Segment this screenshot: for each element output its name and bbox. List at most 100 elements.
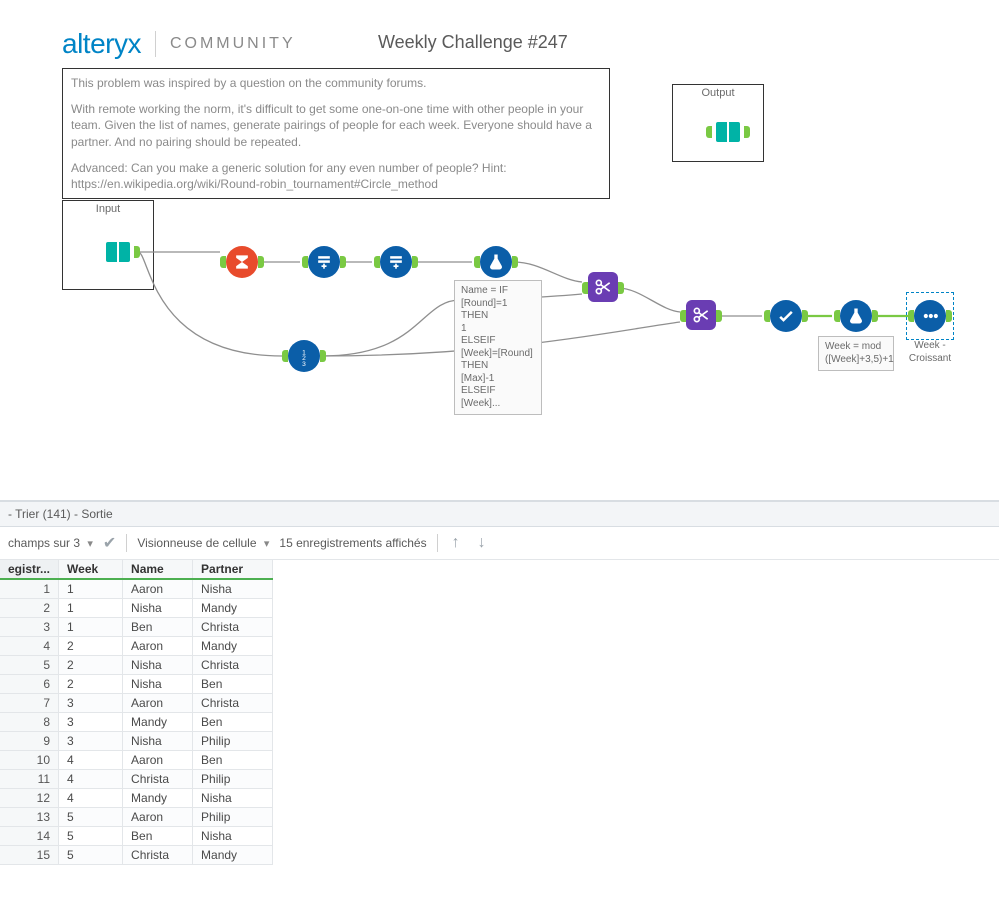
table-cell: Ben	[193, 751, 273, 770]
table-cell: Nisha	[193, 789, 273, 808]
text-input-tool[interactable]	[102, 236, 134, 268]
table-cell: Nisha	[123, 732, 193, 751]
flask-icon	[486, 252, 506, 272]
scissors-icon	[593, 277, 613, 297]
table-cell: Aaron	[123, 694, 193, 713]
column-header[interactable]: Partner	[193, 560, 273, 579]
column-header[interactable]: Week	[59, 560, 123, 579]
table-cell: Christa	[123, 770, 193, 789]
column-header[interactable]: Name	[123, 560, 193, 579]
results-toolbar: champs sur 3 ▾ ✔ Visionneuse de cellule …	[0, 527, 999, 560]
scissors-icon	[691, 305, 711, 325]
table-cell: Aaron	[123, 751, 193, 770]
table-row[interactable]: 11AaronNisha	[0, 579, 273, 599]
table-row[interactable]: 21NishaMandy	[0, 599, 273, 618]
table-cell: Mandy	[193, 846, 273, 865]
up-arrow-button[interactable]: ↑	[448, 534, 464, 552]
cell-viewer-dropdown[interactable]: Visionneuse de cellule ▾	[137, 536, 269, 550]
brand-subtitle: COMMUNITY	[170, 35, 296, 53]
table-cell: 1	[59, 579, 123, 599]
table-cell: Christa	[193, 694, 273, 713]
sort-annotation: Week - Croissant	[900, 340, 960, 365]
table-cell: Philip	[193, 770, 273, 789]
table-cell: 2	[59, 637, 123, 656]
table-row[interactable]: 155ChristaMandy	[0, 846, 273, 865]
append-fields-tool[interactable]	[308, 246, 340, 278]
table-row[interactable]: 52NishaChrista	[0, 656, 273, 675]
table-cell: 1	[0, 579, 59, 599]
table-cell: 4	[59, 789, 123, 808]
append-fields-tool-2[interactable]	[380, 246, 412, 278]
formula-annotation-2: Week = mod ([Week]+3,5)+1	[818, 336, 894, 371]
table-cell: 8	[0, 713, 59, 732]
table-row[interactable]: 124MandyNisha	[0, 789, 273, 808]
record-id-tool[interactable]: 123	[288, 340, 320, 372]
join-tool[interactable]	[588, 272, 618, 302]
description-box: This problem was inspired by a question …	[62, 68, 610, 199]
table-cell: 10	[0, 751, 59, 770]
table-row[interactable]: 145BenNisha	[0, 827, 273, 846]
table-cell: 9	[0, 732, 59, 751]
column-header[interactable]: egistr...	[0, 560, 59, 579]
table-cell: Aaron	[123, 808, 193, 827]
table-cell: Mandy	[123, 713, 193, 732]
table-row[interactable]: 114ChristaPhilip	[0, 770, 273, 789]
table-cell: 4	[59, 751, 123, 770]
text-output-tool[interactable]	[712, 116, 744, 148]
input-container-label: Input	[63, 203, 153, 215]
table-cell: 5	[0, 656, 59, 675]
results-panel: - Trier (141) - Sortie champs sur 3 ▾ ✔ …	[0, 500, 999, 865]
list-plus-icon	[314, 252, 334, 272]
table-cell: 2	[59, 656, 123, 675]
sort-tool[interactable]	[914, 300, 946, 332]
summarize-tool[interactable]	[226, 246, 258, 278]
formula-tool[interactable]	[480, 246, 512, 278]
table-row[interactable]: 42AaronMandy	[0, 637, 273, 656]
check-icon	[776, 306, 796, 326]
results-table[interactable]: egistr...WeekNamePartner11AaronNisha21Ni…	[0, 560, 273, 865]
table-cell: 3	[59, 732, 123, 751]
table-row[interactable]: 62NishaBen	[0, 675, 273, 694]
output-container-label: Output	[673, 87, 763, 99]
table-cell: Christa	[193, 656, 273, 675]
join-tool-2[interactable]	[686, 300, 716, 330]
page-title: Weekly Challenge #247	[378, 32, 568, 53]
toolbar-separator	[437, 534, 438, 552]
chevron-down-icon: ▾	[87, 538, 93, 550]
results-tab[interactable]: - Trier (141) - Sortie	[0, 502, 999, 527]
table-cell: 11	[0, 770, 59, 789]
table-row[interactable]: 135AaronPhilip	[0, 808, 273, 827]
table-cell: Nisha	[193, 579, 273, 599]
table-cell: 1	[59, 599, 123, 618]
table-cell: 15	[0, 846, 59, 865]
record-count-label: 15 enregistrements affichés	[279, 536, 426, 550]
table-cell: Mandy	[193, 599, 273, 618]
table-row[interactable]: 31BenChrista	[0, 618, 273, 637]
flask-icon	[846, 306, 866, 326]
table-cell: Mandy	[123, 789, 193, 808]
table-cell: Nisha	[123, 675, 193, 694]
chevron-down-icon: ▾	[264, 538, 270, 550]
table-cell: 7	[0, 694, 59, 713]
table-cell: 3	[0, 618, 59, 637]
svg-text:3: 3	[302, 361, 306, 366]
table-cell: Nisha	[123, 599, 193, 618]
workflow-canvas[interactable]: alteryx COMMUNITY Weekly Challenge #247 …	[0, 0, 999, 500]
table-cell: Aaron	[123, 637, 193, 656]
table-cell: 6	[0, 675, 59, 694]
table-cell: 3	[59, 713, 123, 732]
book-icon	[106, 242, 130, 262]
numbers-icon: 123	[294, 346, 314, 366]
table-row[interactable]: 73AaronChrista	[0, 694, 273, 713]
formula-tool-2[interactable]	[840, 300, 872, 332]
table-cell: Ben	[193, 713, 273, 732]
table-row[interactable]: 83MandyBen	[0, 713, 273, 732]
table-row[interactable]: 93NishaPhilip	[0, 732, 273, 751]
down-arrow-button[interactable]: ↓	[474, 534, 490, 552]
select-tool[interactable]	[770, 300, 802, 332]
fields-dropdown[interactable]: champs sur 3 ▾	[8, 536, 93, 550]
description-p3: Advanced: Can you make a generic solutio…	[71, 160, 601, 192]
book-icon	[716, 122, 740, 142]
table-row[interactable]: 104AaronBen	[0, 751, 273, 770]
dots-icon	[920, 306, 940, 326]
